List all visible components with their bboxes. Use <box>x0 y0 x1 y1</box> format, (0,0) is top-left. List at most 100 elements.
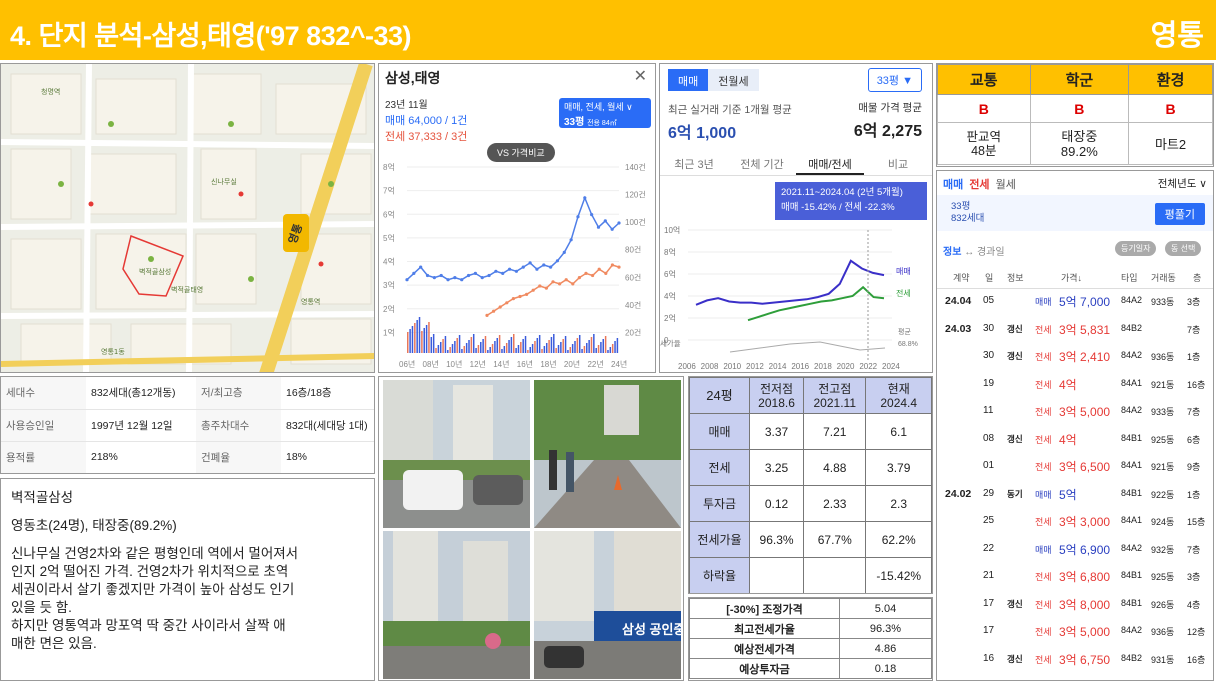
map-panel[interactable]: 영통 벽적골삼성 영통역 신나무실 벽적골태영 청명역 영통1동 <box>0 63 375 373</box>
jeonse-point <box>604 271 608 275</box>
chart-filter-badge[interactable]: 매매, 전세, 월세 ∨ 33평 전용 84㎡ <box>559 98 651 128</box>
tx-kind: 전세 <box>1035 599 1052 610</box>
tx-price: 3억 5,000 <box>1059 625 1111 639</box>
tx-row[interactable]: 30 갱신 전세 3억 2,410 84A2 936동 1층 <box>937 344 1213 368</box>
map-label-1: 벽적골삼성 <box>139 267 171 276</box>
tx-tag: 갱신 <box>1007 653 1023 664</box>
sale-point <box>507 267 512 271</box>
map-label-4: 신나무실 <box>211 177 237 186</box>
x-tick: 2018 <box>814 362 832 371</box>
volume-bar <box>454 341 456 353</box>
tab-compare[interactable]: 비교 <box>887 159 909 171</box>
tx-fl: 16층 <box>1187 654 1206 665</box>
tx-price: 5억 <box>1059 487 1077 502</box>
py-expand-button[interactable]: 평풀기 <box>1154 203 1205 225</box>
photo-apartment-street[interactable] <box>383 380 530 528</box>
year-filter[interactable]: 전체년도 ∨ <box>1157 178 1207 190</box>
tx-type: 84A2 <box>1121 350 1143 360</box>
cmp-header-high-title: 전고점 <box>818 381 852 396</box>
tx-row[interactable]: 24.03 30 갱신 전세 3억 5,831 84B2 7층 <box>937 317 1213 341</box>
volume-bar <box>489 347 491 353</box>
volume-bar <box>505 343 508 353</box>
tx-kind: 전세 <box>1035 627 1052 637</box>
tab-sale[interactable]: 매매 <box>668 69 709 91</box>
tx-row[interactable]: 19 전세 4억 84A1 921동 16층 <box>937 372 1213 396</box>
tx-row[interactable]: 24.02 29 동기 매매 5억 84B1 922동 1층 <box>937 482 1213 506</box>
ratio-label: 세가율 <box>660 339 681 348</box>
tx-row[interactable]: 22 매매 5억 6,900 84A2 932동 7층 <box>937 537 1213 561</box>
tx-row[interactable]: 17 전세 3억 5,000 84A2 936동 12층 <box>937 619 1213 643</box>
info-value: 1997년 12월 12일 <box>86 409 196 442</box>
x-tick: 2022 <box>859 362 877 371</box>
jeonse-point <box>485 313 489 317</box>
grade-header-transport: 교통 <box>937 64 1031 95</box>
cmp-cell: 3.79 <box>865 449 932 486</box>
tx-row[interactable]: 08 갱신 전세 4억 84B1 925동 6층 <box>937 427 1213 451</box>
caret-down-icon: ▼ <box>902 75 913 87</box>
tab-sale-jeonse[interactable]: 매매/전세 <box>796 150 864 175</box>
tx-kind: 매매 <box>1035 297 1052 307</box>
volume-bar <box>508 340 510 353</box>
tab-3y[interactable]: 최근 3년 <box>674 159 714 171</box>
tx-tab-jeonse[interactable]: 전세 <box>969 179 990 191</box>
tx-row[interactable]: 16 갱신 전세 3억 6,750 84B2 931동 16층 <box>937 647 1213 671</box>
vs-compare-button[interactable]: VS 가격비교 <box>487 143 555 162</box>
tx-row[interactable]: 21 전세 3억 6,800 84B1 925동 3층 <box>937 564 1213 588</box>
volume-bar <box>602 339 605 353</box>
tx-kind: 전세 <box>1035 434 1052 445</box>
sale-jeonse-chart-svg: 10억 8억 6억 4억 2억 0 2006 2008 2010 2012 2014 2016 2018… <box>660 225 918 371</box>
chip-registration[interactable]: 등기일자 <box>1115 241 1157 256</box>
tab-all[interactable]: 전체 기간 <box>740 159 784 171</box>
volume-bar <box>524 336 527 353</box>
tx-row[interactable]: 17 갱신 전세 3억 8,000 84B1 926동 4층 <box>937 592 1213 616</box>
tx-row[interactable]: 25 전세 3억 3,000 84A1 924동 15층 <box>937 509 1213 533</box>
volume-bar <box>593 334 595 353</box>
sale-point <box>439 273 443 278</box>
volume-bar <box>484 336 487 353</box>
volume-bar <box>560 342 562 353</box>
tx-kind: 매매 <box>1035 489 1052 500</box>
volume-bar <box>487 350 489 353</box>
sale-point <box>528 261 532 265</box>
tx-dong: 924동 <box>1151 517 1175 527</box>
sale-point <box>460 278 464 282</box>
volume-bar <box>437 345 440 353</box>
note-title: 벽적골삼성 <box>11 490 74 505</box>
x-tick: 2008 <box>701 362 719 371</box>
tx-dong: 921동 <box>1151 379 1175 390</box>
tx-type: 84A2 <box>1121 542 1143 553</box>
tx-row[interactable]: 01 전세 3억 6,500 84A1 921동 9층 <box>937 454 1213 478</box>
py-select[interactable]: 33평 ▼ <box>867 68 922 92</box>
photo-agency-storefront[interactable]: 삼성 공인중개사 <box>534 531 681 679</box>
tx-row[interactable]: 24.04 05 매매 5억 7,000 84A2 933동 3층 <box>937 289 1213 313</box>
x-tick: 2010 <box>723 362 741 371</box>
volume-bar <box>496 338 499 353</box>
map-canvas[interactable]: 영통 벽적골삼성 영통역 신나무실 벽적골태영 청명역 영통1동 <box>1 64 375 373</box>
tx-row[interactable]: 11 전세 3억 5,000 84A2 933동 7층 <box>937 399 1213 423</box>
calc-value: 4.86 <box>839 638 932 659</box>
tx-tab-sale[interactable]: 매매 <box>943 179 964 191</box>
chip-dong[interactable]: 동 선택 <box>1165 241 1202 256</box>
volume-bar <box>418 317 421 353</box>
tx-type: 84B1 <box>1121 432 1143 443</box>
tx-tab-monthly[interactable]: 월세 <box>995 179 1016 191</box>
tx-info-toggle[interactable]: 정보 ↔ 경과일 <box>943 243 1005 258</box>
volume-bar <box>439 342 442 353</box>
calc-key: 최고전세가율 <box>689 618 840 639</box>
x-tick: 2020 <box>837 362 855 371</box>
x-tick: 24년 <box>611 359 627 369</box>
col-price[interactable]: 가격↓ <box>1061 273 1083 283</box>
close-icon[interactable]: ✕ <box>633 68 647 85</box>
calc-key: 예상투자금 <box>689 658 840 679</box>
photo-complex-entrance[interactable] <box>383 531 530 679</box>
volume-bar <box>421 331 423 353</box>
legend-jeonse: 전세 <box>896 288 911 298</box>
volume-bar <box>616 338 619 353</box>
sale-point <box>562 250 566 254</box>
estimate-table: [-30%] 조정가격 5.04 최고전세가율 96.3% 예상전세가격 4.86 예… <box>688 597 933 681</box>
cmp-label: 매매 <box>689 413 750 450</box>
photo-sidewalk[interactable] <box>534 380 681 528</box>
tx-type: 84B1 <box>1121 570 1143 580</box>
map-label-7: 영통1동 <box>101 347 125 356</box>
tab-jeonse[interactable]: 전월세 <box>708 69 759 91</box>
